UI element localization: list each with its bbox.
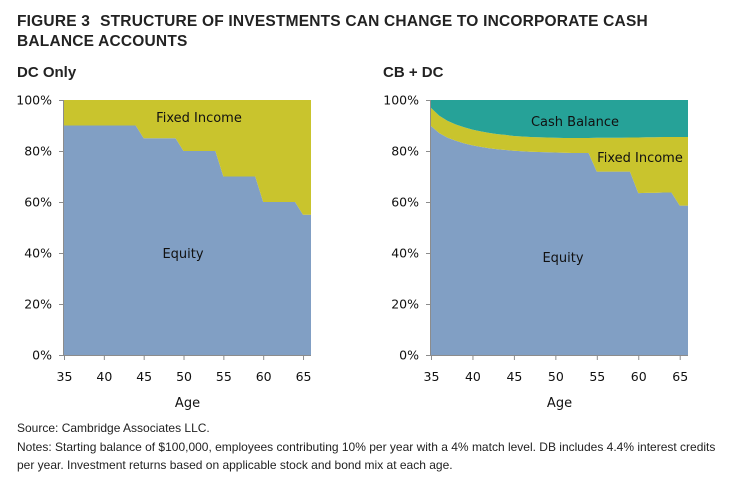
x-tick-label: 55 <box>216 369 232 384</box>
y-tick-label: 20% <box>24 297 52 312</box>
y-tick-label: 80% <box>391 144 419 159</box>
y-tick-label: 100% <box>383 93 419 108</box>
x-tick-label: 35 <box>424 369 440 384</box>
x-tick-label: 65 <box>672 369 688 384</box>
y-tick-label: 60% <box>391 195 419 210</box>
chart-dc-only: 0% 20% 40% 60% 80% 100% 35 40 45 50 55 60 65 Age Equit… <box>16 93 311 412</box>
y-tick-label: 40% <box>24 246 52 261</box>
x-tick-label: 50 <box>176 369 192 384</box>
y-tick-label: 0% <box>32 348 52 363</box>
panel-title-cb-dc: CB + DC <box>383 64 444 81</box>
x-tick-label: 45 <box>136 369 152 384</box>
x-tick-label: 35 <box>57 369 73 384</box>
area-fixed-income <box>64 100 311 215</box>
charts-canvas: 0% 20% 40% 60% 80% 100% 35 40 45 50 55 60 65 Age Equit… <box>16 93 688 412</box>
x-tick-label: 55 <box>589 369 605 384</box>
area-label-fixed-income: Fixed Income <box>597 151 683 166</box>
area-equity <box>64 125 311 355</box>
area-label-equity: Equity <box>162 247 203 262</box>
figure-number: FIGURE 3 <box>17 13 91 30</box>
x-axis-label: Age <box>175 396 200 411</box>
source-note: Source: Cambridge Associates LLC. <box>17 421 210 435</box>
area-equity <box>431 126 688 355</box>
figure-title: FIGURE 3 STRUCTURE OF INVESTMENTS CAN CHA… <box>17 12 717 52</box>
figure-title-text: STRUCTURE OF INVESTMENTS CAN CHANGE TO I… <box>17 13 648 50</box>
area-label-equity: Equity <box>542 251 583 266</box>
area-fixed-income <box>431 107 688 206</box>
area-label-fixed-income: Fixed Income <box>156 111 242 126</box>
y-tick-label: 20% <box>391 297 419 312</box>
panel-title-dc-only: DC Only <box>17 64 77 81</box>
x-tick-label: 60 <box>631 369 647 384</box>
y-tick-label: 60% <box>24 195 52 210</box>
x-tick-label: 50 <box>548 369 564 384</box>
area-label-cash-balance: Cash Balance <box>531 115 619 130</box>
area-cash-balance <box>431 100 688 138</box>
x-axis-label: Age <box>547 396 572 411</box>
y-tick-label: 80% <box>24 144 52 159</box>
y-tick-label: 40% <box>391 246 419 261</box>
y-tick-label: 100% <box>16 93 52 108</box>
notes-text: Notes: Starting balance of $100,000, emp… <box>17 440 716 472</box>
x-tick-label: 65 <box>296 369 312 384</box>
x-tick-label: 60 <box>256 369 272 384</box>
x-tick-label: 40 <box>96 369 112 384</box>
y-tick-label: 0% <box>399 348 419 363</box>
x-tick-label: 40 <box>465 369 481 384</box>
chart-cb-dc: 0% 20% 40% 60% 80% 100% 35 40 45 50 55 60 65 Age Equit… <box>383 93 688 412</box>
x-tick-label: 45 <box>506 369 522 384</box>
